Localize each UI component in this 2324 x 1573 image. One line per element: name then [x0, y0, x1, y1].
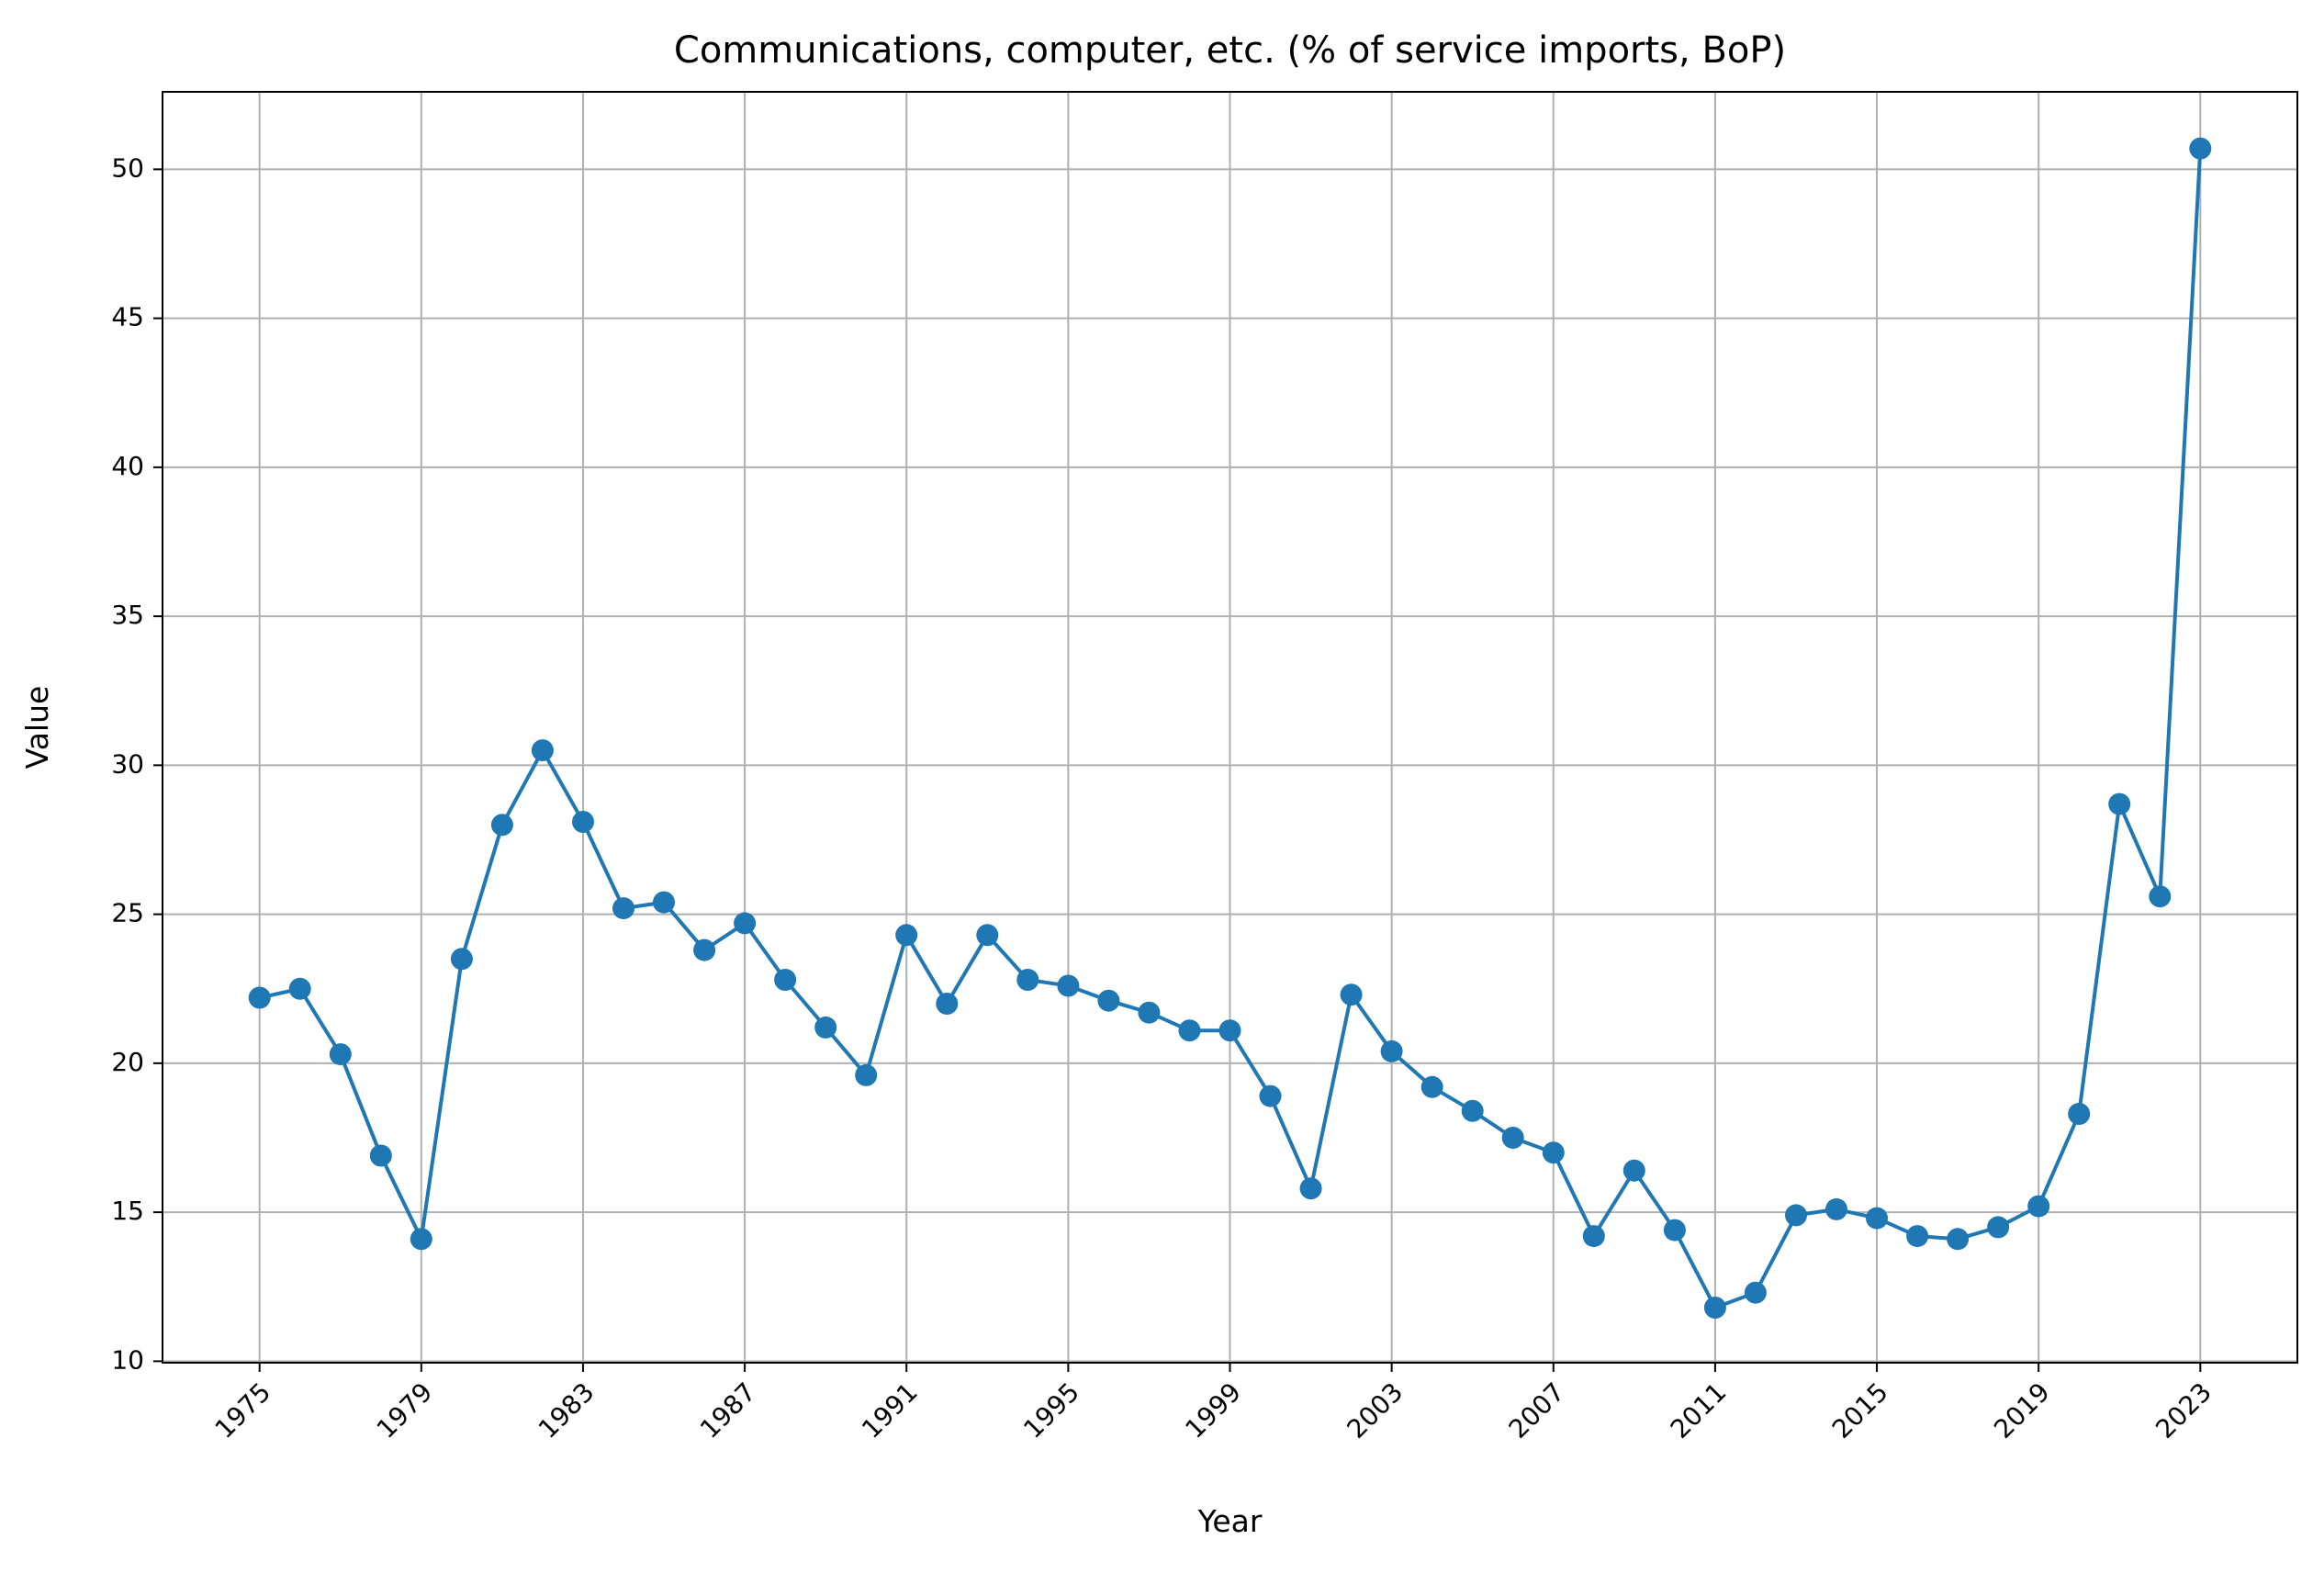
data-point	[572, 811, 594, 833]
data-point	[2149, 885, 2172, 908]
data-point	[1178, 1019, 1201, 1042]
data-point	[774, 969, 797, 991]
data-point	[1744, 1281, 1767, 1304]
data-point	[1420, 1075, 1443, 1098]
data-point	[1947, 1228, 1970, 1251]
data-point	[1461, 1099, 1484, 1122]
data-point	[410, 1228, 432, 1251]
x-axis-title: Year	[1197, 1503, 1263, 1539]
data-point	[1542, 1141, 1565, 1164]
data-point	[1703, 1297, 1726, 1319]
data-point	[693, 938, 716, 961]
data-point	[734, 912, 757, 935]
y-tick-label: 15	[111, 1196, 144, 1226]
data-point	[1138, 1001, 1161, 1024]
y-tick-label: 20	[111, 1047, 144, 1077]
y-axis-title: Value	[19, 686, 55, 770]
data-point	[1218, 1019, 1241, 1042]
data-point	[936, 993, 959, 1015]
y-tick-label: 40	[111, 451, 144, 481]
data-point	[1987, 1216, 2010, 1239]
data-point	[490, 814, 513, 837]
chart-title: Communications, computer, etc. (% of ser…	[674, 29, 1786, 72]
data-point	[612, 897, 634, 920]
y-tick-label: 50	[111, 152, 144, 183]
data-point	[1906, 1225, 1929, 1248]
y-tick-label: 35	[111, 600, 144, 630]
y-tick-label: 45	[111, 302, 144, 332]
data-point	[855, 1063, 878, 1086]
data-point	[1825, 1197, 1847, 1220]
data-point	[329, 1043, 352, 1066]
data-point	[1622, 1159, 1645, 1182]
grid	[163, 92, 2297, 1363]
data-point	[1663, 1219, 1686, 1242]
data-point	[1259, 1084, 1282, 1107]
y-tick-label: 30	[111, 748, 144, 779]
data-point	[248, 986, 271, 1009]
data-point	[1057, 974, 1080, 997]
data-point	[1785, 1204, 1807, 1227]
data-point	[450, 948, 473, 971]
data-point	[1380, 1039, 1403, 1062]
data-point	[2027, 1195, 2050, 1218]
data-point	[814, 1016, 837, 1039]
data-point	[369, 1144, 392, 1167]
y-tick-label: 10	[111, 1344, 144, 1375]
data-point	[1097, 989, 1120, 1012]
data-point	[976, 924, 999, 947]
data-point	[1866, 1207, 1888, 1230]
data-point	[1016, 969, 1039, 991]
data-point	[1340, 983, 1363, 1006]
data-point	[288, 977, 311, 1000]
data-point	[1501, 1127, 1524, 1149]
data-point	[2068, 1103, 2091, 1125]
data-point	[895, 924, 918, 947]
data-point	[1582, 1225, 1605, 1248]
data-point	[2108, 792, 2131, 815]
data-point	[653, 891, 675, 914]
y-tick-label: 25	[111, 898, 144, 928]
series-layer	[248, 137, 2212, 1319]
data-point	[1299, 1177, 1322, 1200]
data-point	[2189, 137, 2212, 160]
data-point	[531, 739, 554, 762]
